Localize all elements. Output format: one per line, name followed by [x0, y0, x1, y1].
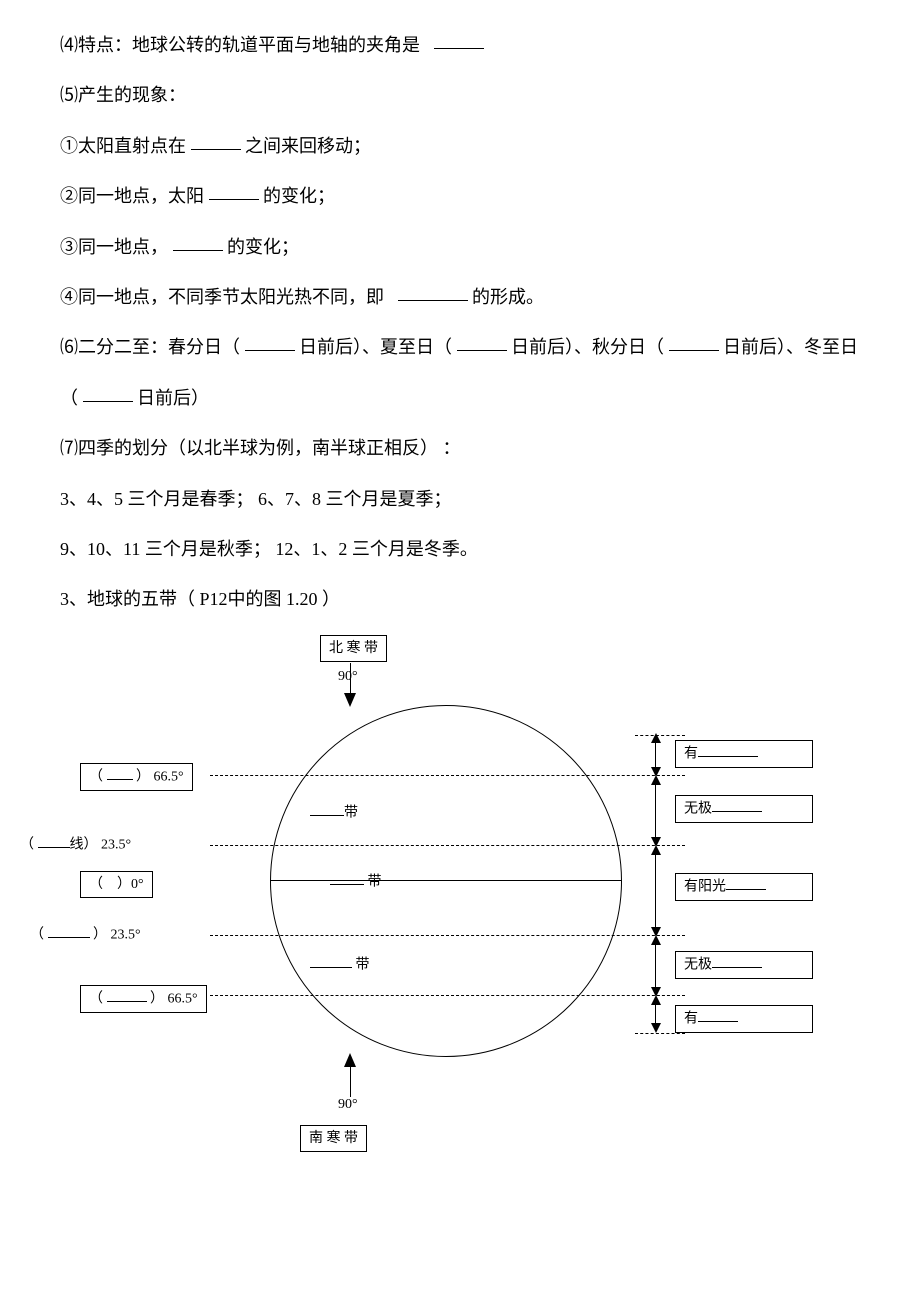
line-antarctic-circle: [210, 995, 685, 996]
deg-90-south: 90°: [338, 1095, 358, 1115]
item-5d: ④同一地点，不同季节太阳光热不同，即 的形成。: [60, 272, 860, 322]
blank-6d: [83, 383, 133, 402]
right-north-frigid-box: 有: [675, 740, 813, 768]
tick-top: [635, 735, 685, 736]
right-north-temperate-box: 无极: [675, 795, 813, 823]
left-cancer-label: （ 线） 23.5°: [20, 835, 131, 855]
left-antarctic-label: （ ） 66.5°: [80, 985, 207, 1013]
blank-6a: [245, 332, 295, 351]
item-4: ⑷特点：地球公转的轨道平面与地轴的夹角是: [60, 20, 860, 70]
blank-5c: [173, 232, 223, 251]
item-5b: ②同一地点，太阳 的变化；: [60, 171, 860, 221]
item-7a: 3、4、5 三个月是春季； 6、7、8 三个月是夏季；: [60, 474, 860, 524]
south-arrow-line: [350, 1065, 351, 1097]
item-4-prefix: ⑷特点：地球公转的轨道平面与地轴的夹角是: [60, 35, 420, 55]
deg-90-north: 90°: [338, 667, 358, 687]
north-arrow-line: [350, 663, 351, 695]
five-zones-diagram: 北 寒 带 90° （ ） 66.5° （ 线） 23.5° （ ）0° （ ）…: [60, 635, 860, 1195]
north-frigid-label: 北 寒 带: [320, 635, 387, 663]
blank-5a: [191, 131, 241, 150]
item-7: ⑺四季的划分（以北半球为例，南半球正相反） ：: [60, 423, 860, 473]
right-tropical-box: 有阳光: [675, 873, 813, 901]
item-6: ⑹二分二至：春分日（ 日前后）、夏至日（ 日前后）、秋分日（ 日前后）、冬至日（…: [60, 322, 860, 423]
line-tropic-cancer: [210, 845, 685, 846]
zone-north-temperate: 带: [310, 803, 358, 823]
zone-tropical: 带: [330, 872, 382, 892]
line-equator: [271, 880, 621, 881]
blank-4: [434, 30, 484, 49]
item-5c: ③同一地点， 的变化；: [60, 222, 860, 272]
south-frigid-label: 南 寒 带: [300, 1125, 367, 1153]
blank-5b: [209, 181, 259, 200]
blank-5d: [398, 282, 468, 301]
line-tropic-capricorn: [210, 935, 685, 936]
zone-south-temperate: 带: [310, 955, 370, 975]
left-arctic-label: （ ） 66.5°: [80, 763, 193, 791]
north-arrow-head: [344, 693, 356, 707]
item-8: 3、地球的五带（ P12中的图 1.20 ）: [60, 574, 860, 624]
earth-circle: [270, 705, 622, 1057]
left-capricorn-label: （ ） 23.5°: [30, 925, 141, 945]
right-south-temperate-box: 无极: [675, 951, 813, 979]
left-equator-label: （ ）0°: [80, 871, 153, 899]
blank-6c: [669, 332, 719, 351]
item-7b: 9、10、11 三个月是秋季； 12、1、2 三个月是冬季。: [60, 524, 860, 574]
right-south-frigid-box: 有: [675, 1005, 813, 1033]
line-arctic-circle: [210, 775, 685, 776]
item-5a: ①太阳直射点在 之间来回移动；: [60, 121, 860, 171]
item-5: ⑸产生的现象：: [60, 70, 860, 120]
blank-6b: [457, 332, 507, 351]
